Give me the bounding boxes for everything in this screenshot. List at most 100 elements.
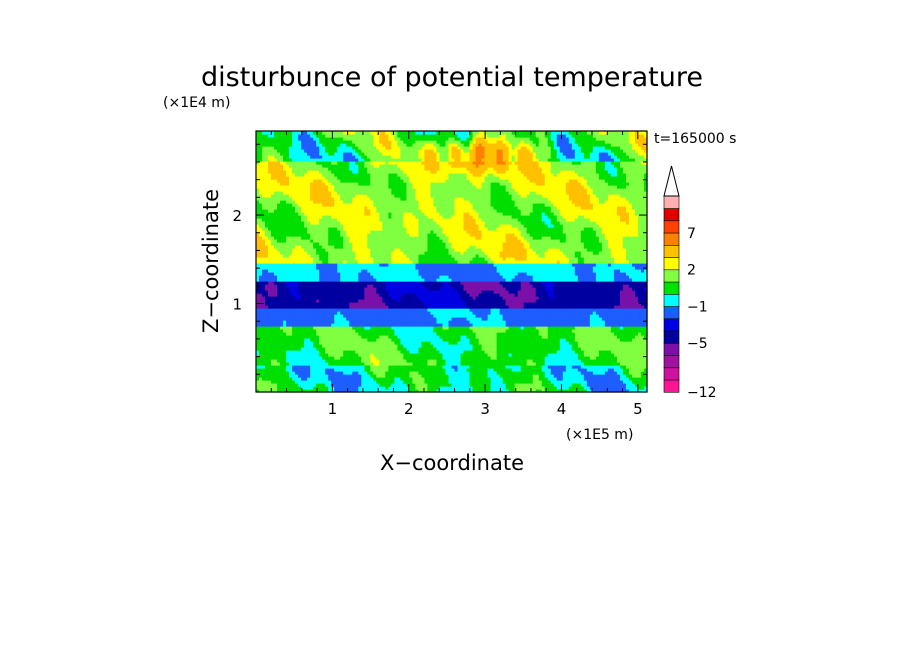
field-cell (415, 329, 420, 333)
field-cell (562, 341, 567, 345)
field-cell (343, 332, 347, 336)
field-cell (643, 386, 648, 390)
field-cell (364, 359, 368, 363)
field-cell (517, 371, 522, 375)
field-cell (643, 377, 648, 381)
field-cell (625, 389, 630, 393)
field-cell (454, 389, 459, 393)
field-cell (622, 326, 627, 330)
field-cell (292, 368, 296, 372)
field-cell (523, 374, 528, 378)
field-cell (451, 296, 456, 300)
field-cell (622, 365, 627, 369)
field-cell (406, 356, 410, 360)
field-cell (607, 371, 612, 375)
field-cell (283, 335, 287, 339)
field-cell (499, 386, 504, 390)
field-cell (433, 329, 438, 333)
field-cell (643, 320, 648, 324)
field-cell (616, 353, 621, 357)
field-cell (541, 347, 546, 351)
field-cell (265, 332, 269, 336)
field-cell (631, 365, 636, 369)
field-cell (412, 311, 417, 315)
field-cell (448, 377, 453, 381)
field-cell (526, 383, 531, 387)
field-cell (580, 302, 585, 306)
field-cell (454, 353, 459, 357)
field-cell (433, 308, 438, 312)
field-cell (550, 290, 555, 294)
field-cell (502, 287, 507, 291)
field-cell (595, 341, 600, 345)
field-cell (490, 341, 495, 345)
field-cell (577, 317, 582, 321)
field-cell (523, 278, 528, 282)
field-cell (280, 368, 284, 372)
field-cell (565, 326, 570, 330)
field-cell (424, 338, 429, 342)
field-cell (430, 290, 435, 294)
field-cell (514, 356, 519, 360)
field-cell (454, 347, 459, 351)
field-cell (448, 311, 453, 315)
field-cell (484, 326, 489, 330)
field-cell (613, 380, 618, 384)
field-cell (463, 365, 468, 369)
field-cell (457, 317, 462, 321)
field-cell (340, 326, 344, 330)
field-cell (316, 371, 320, 375)
field-cell (493, 296, 498, 300)
field-cell (466, 284, 471, 288)
field-cell (466, 362, 471, 366)
field-cell (556, 317, 561, 321)
field-cell (493, 305, 498, 309)
field-cell (640, 371, 645, 375)
field-cell (367, 320, 371, 324)
field-cell (364, 281, 368, 285)
field-cell (523, 302, 528, 306)
field-cell (430, 323, 435, 327)
field-cell (595, 374, 600, 378)
field-cell (277, 353, 281, 357)
field-cell (535, 332, 540, 336)
field-cell (604, 338, 609, 342)
field-cell (397, 383, 401, 387)
field-cell (526, 302, 531, 306)
field-cell (349, 368, 353, 372)
field-cell (517, 320, 522, 324)
field-cell (625, 362, 630, 366)
field-cell (283, 320, 287, 324)
field-cell (409, 335, 413, 339)
field-cell (301, 323, 305, 327)
field-cell (643, 296, 648, 300)
field-cell (430, 278, 435, 282)
field-cell (277, 320, 281, 324)
field-cell (514, 332, 519, 336)
field-cell (409, 338, 413, 342)
field-cell (388, 377, 392, 381)
field-cell (571, 308, 576, 312)
field-cell (571, 374, 576, 378)
field-cell (361, 341, 365, 345)
field-cell (439, 311, 444, 315)
field-cell (544, 347, 549, 351)
field-cell (610, 278, 615, 282)
field-cell (466, 293, 471, 297)
field-cell (559, 281, 564, 285)
field-cell (367, 284, 371, 288)
field-cell (526, 332, 531, 336)
field-cell (283, 308, 287, 312)
field-cell (301, 386, 305, 390)
field-cell (430, 380, 435, 384)
field-cell (511, 293, 516, 297)
field-cell (406, 380, 410, 384)
field-cell (367, 278, 371, 282)
field-cell (592, 338, 597, 342)
field-cell (610, 335, 615, 339)
field-cell (640, 317, 645, 321)
field-cell (523, 323, 528, 327)
field-cell (526, 380, 531, 384)
field-cell (268, 338, 272, 342)
field-cell (529, 305, 534, 309)
